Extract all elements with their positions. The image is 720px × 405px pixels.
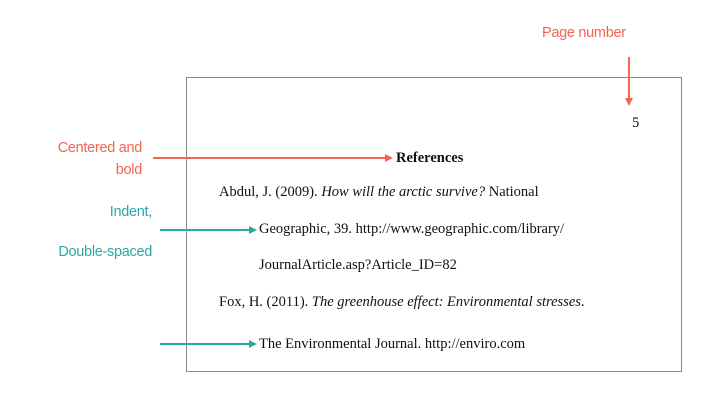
entry-continuation: Geographic, 39. http://www.geographic.co… xyxy=(259,221,565,237)
entry-author: Fox, H. (2011). xyxy=(219,294,312,310)
page-number-label: Page number xyxy=(542,25,626,41)
centered-arrow xyxy=(153,154,393,162)
centered-label-line1: Centered and xyxy=(57,140,143,156)
reference-entry-1: Abdul, J. (2009). How will the arctic su… xyxy=(219,183,539,201)
page-number-arrow xyxy=(625,57,633,106)
reference-entry-2: Fox, H. (2011). The greenhouse effect: E… xyxy=(219,293,585,311)
entry-title: The greenhouse effect: Environmental str… xyxy=(311,294,581,310)
entry-title: How will the arctic survive? xyxy=(321,184,486,200)
entry-author: Abdul, J. (2009). xyxy=(219,184,322,200)
page-number: 5 xyxy=(632,115,640,131)
indent-arrow-1 xyxy=(160,226,257,234)
centered-label-line2: bold xyxy=(115,162,143,178)
indent-arrow-2 xyxy=(160,340,257,348)
document-page xyxy=(186,77,682,372)
references-heading: References xyxy=(396,150,464,166)
entry-rest: National xyxy=(485,184,539,200)
indent-label-line1: Indent, xyxy=(109,204,153,220)
entry-rest: . xyxy=(580,294,585,310)
entry-continuation: The Environmental Journal. http://enviro… xyxy=(259,336,526,352)
entry-continuation: JournalArticle.asp?Article_ID=82 xyxy=(259,257,457,273)
indent-label-line2: Double-spaced xyxy=(58,244,152,260)
